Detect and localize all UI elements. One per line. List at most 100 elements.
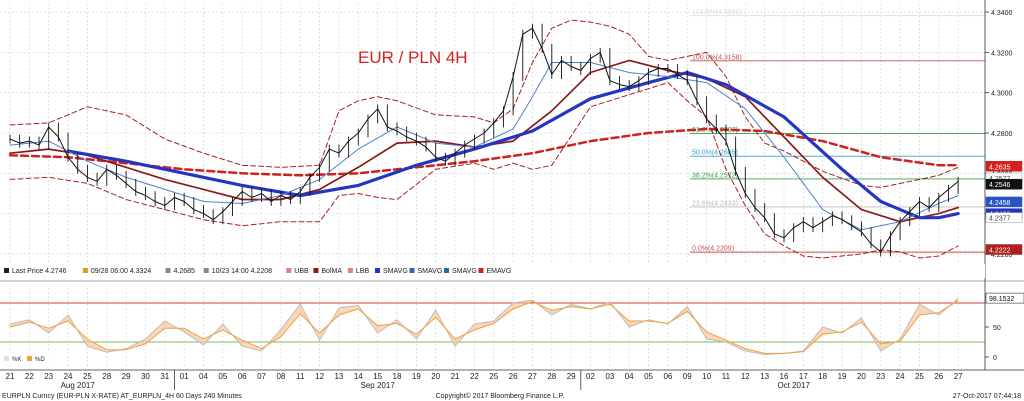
- legend-swatch: [409, 268, 415, 273]
- legend-swatch: [82, 268, 88, 273]
- legend-swatch: [4, 268, 9, 273]
- x-tick-label: 24: [896, 372, 905, 381]
- legend-swatch: [444, 268, 449, 273]
- x-tick-label: 22: [25, 372, 34, 381]
- x-tick-label: 26: [509, 372, 518, 381]
- price-tag-label: 4.2635: [989, 164, 1011, 171]
- x-tick-label: 12: [741, 372, 750, 381]
- price-tag-label: 4.2458: [989, 200, 1011, 207]
- legend: Last Price 4.2746 09/28 06:00 4.3324 4.268…: [0, 264, 985, 365]
- y-tick-label: 4.3200: [991, 50, 1013, 57]
- price-series-group: [8, 19, 960, 259]
- x-tick-label: 19: [838, 372, 847, 381]
- x-tick-label: 25: [83, 372, 92, 381]
- osc-legend-item: %D: [35, 357, 45, 363]
- fib-level-label: 100.0%(4.3158): [692, 54, 742, 61]
- x-tick-label: 22: [470, 372, 479, 381]
- x-tick-label: 28: [547, 372, 556, 381]
- fib-level-label: 61.8%(4.2797): [692, 127, 738, 134]
- x-tick-label: 29: [122, 372, 131, 381]
- chart-title: EUR / PLN 4H: [358, 48, 468, 67]
- legend-item: SMAVG: [383, 268, 408, 275]
- month-label: Sep 2017: [361, 381, 396, 390]
- month-label: Aug 2017: [61, 381, 96, 390]
- x-tick-label: 20: [431, 372, 440, 381]
- smavg-line: [66, 70, 960, 220]
- x-tick-label: 03: [605, 372, 614, 381]
- legend-swatch: [478, 268, 484, 273]
- legend-item: LBB: [356, 268, 370, 275]
- fib-level-label: 50.0%(4.2685): [692, 150, 738, 157]
- legend-swatch: [165, 268, 171, 273]
- price-tag: [985, 161, 1023, 172]
- x-tick-label: 31: [160, 372, 169, 381]
- x-tick-label: 20: [857, 372, 866, 381]
- x-tick-label: 06: [238, 372, 247, 381]
- d-line: [9, 300, 959, 354]
- x-tick-label: 12: [315, 372, 324, 381]
- x-tick-label: 18: [818, 372, 827, 381]
- x-tick-label: 07: [257, 372, 266, 381]
- legend-swatch: [286, 268, 292, 273]
- x-tick-label: 30: [141, 372, 150, 381]
- fib-level-label: 123.6%(4.3382): [692, 9, 742, 16]
- osc-legend-item: %K: [12, 357, 21, 363]
- footer-left-text: EURPLN Curncy (EUR-PLN X-RATE) AT_EURPLN…: [2, 393, 242, 400]
- legend-item: BolMA: [321, 268, 342, 275]
- legend-background: [0, 264, 985, 278]
- x-tick-label: 13: [334, 372, 343, 381]
- legend-item: 10/23 14:00 4.2208: [212, 268, 272, 275]
- x-tick-label: 21: [6, 372, 15, 381]
- legend-item: 09/28 06:00 4.3324: [91, 268, 151, 275]
- fib-level-label: 0.0%(4.2209): [692, 246, 734, 253]
- x-tick-label: 19: [412, 372, 421, 381]
- legend-swatch: [203, 268, 209, 273]
- x-tick-label: 23: [876, 372, 885, 381]
- price-tag: [985, 212, 1023, 223]
- legend-swatch: [375, 268, 380, 273]
- y-tick-label: 4.2800: [991, 131, 1013, 138]
- legend-item: UBB: [294, 268, 309, 275]
- osc-y-tick-label: 0: [993, 355, 997, 362]
- osc-legend-swatch: [4, 356, 9, 361]
- legend-item: 4.2685: [174, 268, 196, 275]
- price-tag-label: 4.2222: [989, 248, 1011, 255]
- x-tick-label: 13: [760, 372, 769, 381]
- x-tick-label: 08: [276, 372, 285, 381]
- emavg-line: [8, 127, 960, 177]
- x-tick-label: 26: [934, 372, 943, 381]
- footer-right-text: 27-Oct-2017 07:44:18: [953, 393, 1021, 400]
- x-tick-label: 06: [663, 372, 672, 381]
- x-tick-label: 11: [296, 372, 305, 381]
- x-tick-label: 16: [780, 372, 789, 381]
- footer-center-text: Copyright© 2017 Bloomberg Finance L.P.: [436, 392, 565, 400]
- legend-item: SMAVG: [452, 268, 477, 275]
- x-tick-label: 23: [44, 372, 53, 381]
- x-tick-label: 11: [722, 372, 731, 381]
- y-tick-label: 4.2200: [991, 252, 1013, 259]
- x-tick-label: 10: [702, 372, 711, 381]
- x-tick-label: 27: [528, 372, 537, 381]
- osc-y-tick-label: 50: [993, 325, 1001, 332]
- fibonacci-levels: 123.6%(4.3382) 100.0%(4.3158) 61.8%(4.2797…: [690, 9, 985, 253]
- x-tick-label: 02: [586, 372, 595, 381]
- osc-tag-label: 98.1532: [989, 296, 1014, 303]
- x-tick-label: 21: [451, 372, 460, 381]
- x-tick-label: 15: [373, 372, 382, 381]
- fib-level-label: 23.6%(4.2433): [692, 200, 738, 207]
- x-tick-label: 05: [218, 372, 227, 381]
- price-tag: [985, 178, 1023, 190]
- oscillator-panel: [0, 280, 1024, 356]
- x-tick-label: 09: [683, 372, 692, 381]
- x-tick-label: 05: [644, 372, 653, 381]
- x-tick-label: 01: [180, 372, 189, 381]
- lbb-line: [9, 82, 959, 259]
- osc-tag: [985, 292, 1024, 304]
- x-tick-label: 29: [567, 372, 576, 381]
- price-tag: [985, 196, 1023, 208]
- x-tick-label: 24: [64, 372, 73, 381]
- x-tick-label: 04: [199, 372, 208, 381]
- price-tag-label: 4.2377: [989, 216, 1011, 223]
- ubb-line: [9, 19, 959, 188]
